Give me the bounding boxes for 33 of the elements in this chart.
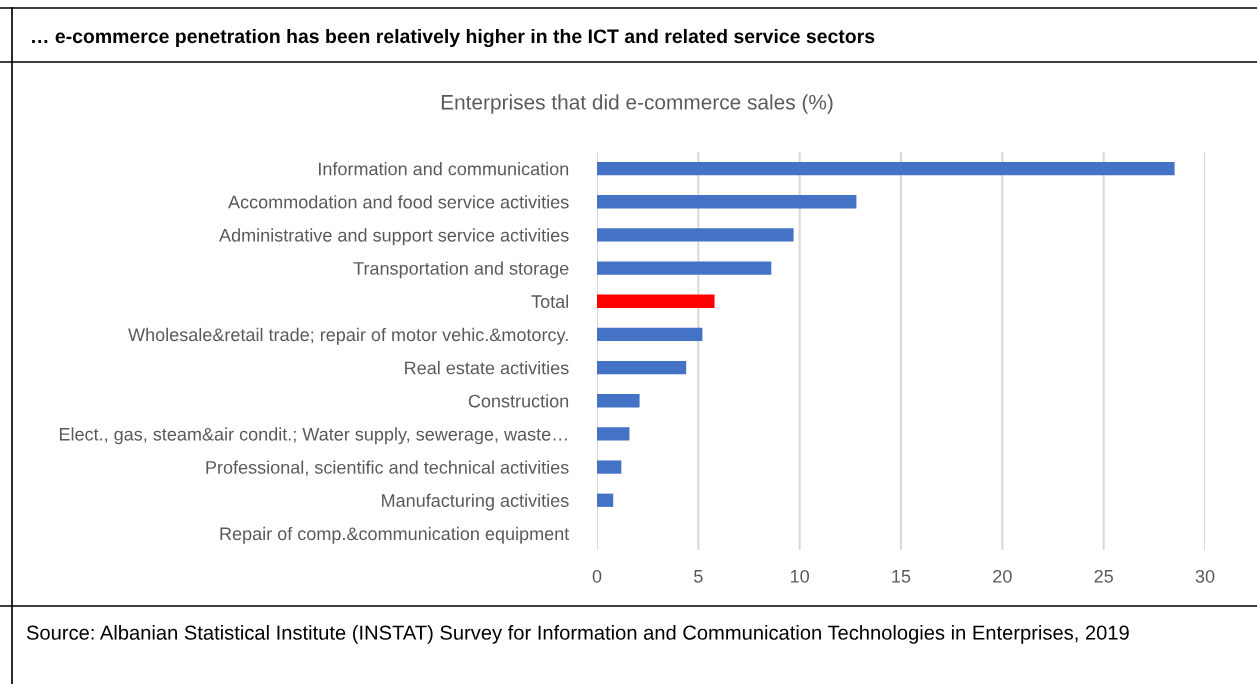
x-tick-label: 0: [592, 569, 602, 583]
x-tick-label: 25: [1094, 569, 1113, 583]
bar: [597, 294, 715, 308]
x-tick-label: 5: [694, 570, 703, 583]
y-tick-label: Total: [531, 294, 569, 308]
y-tick-label: Professional, scientific and technical activities: [206, 460, 569, 476]
bar: [597, 493, 614, 507]
y-tick-label: Manufacturing activities: [382, 493, 569, 511]
y-tick-label: Repair of comp.&communication equipment: [220, 526, 570, 544]
y-tick-label: Real estate activities: [405, 361, 569, 375]
source-note: Source: Albanian Statistical Institute (INSTAT) Survey for Information and Communication Technologies in Enterprises, 2019: [26, 625, 1129, 644]
bar: [597, 195, 857, 209]
x-tick-label: 15: [892, 570, 911, 583]
chart-subtitle: Enterprises that did e-commerce sales (%): [441, 94, 833, 114]
bar: [597, 460, 622, 474]
y-tick-label: Information and communication: [319, 162, 569, 176]
y-tick-label: Elect., gas, steam&air condit.; Water supply, sewerage, waste…: [59, 427, 567, 445]
y-tick-label: Transportation and storage: [353, 261, 569, 279]
bar: [597, 327, 703, 342]
x-tick-label: 10: [791, 569, 809, 583]
bar: [597, 394, 640, 408]
y-tick-label: Accommodation and food service activities: [228, 195, 569, 209]
chart-title: … e-commerce penetration has been relatively higher in the ICT and related service sectors: [32, 28, 875, 48]
y-tick-label: Administrative and support service activities: [219, 228, 569, 246]
x-tick-label: 30: [1195, 569, 1215, 583]
x-tick-label: 20: [993, 569, 1012, 583]
bar: [597, 360, 687, 375]
bar: [597, 427, 630, 441]
y-tick-label: Wholesale&retail trade; repair of motor vehic.&motorcy.: [128, 327, 568, 345]
bar: [597, 161, 1175, 176]
bar: [597, 261, 772, 275]
y-tick-label: Construction: [468, 394, 569, 408]
bar: [597, 228, 794, 242]
